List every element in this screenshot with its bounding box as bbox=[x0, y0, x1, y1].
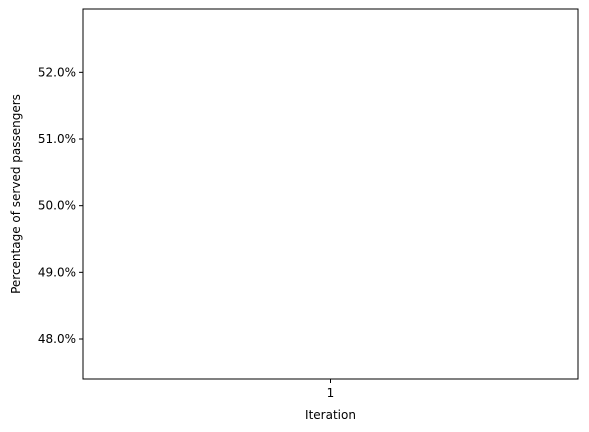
y-tick-label: 49.0% bbox=[38, 265, 76, 279]
y-tick-label: 50.0% bbox=[38, 199, 76, 213]
y-tick-label: 51.0% bbox=[38, 132, 76, 146]
y-axis-label: Percentage of served passengers bbox=[9, 94, 23, 294]
x-tick-label: 1 bbox=[327, 386, 335, 400]
y-axis: 48.0% 49.0% 50.0% 51.0% 52.0% bbox=[38, 65, 83, 346]
y-tick-label: 52.0% bbox=[38, 65, 76, 79]
y-tick-label: 48.0% bbox=[38, 332, 76, 346]
plot-area bbox=[82, 8, 579, 380]
x-axis: 1 bbox=[327, 379, 335, 400]
x-axis-label: Iteration bbox=[305, 408, 356, 422]
